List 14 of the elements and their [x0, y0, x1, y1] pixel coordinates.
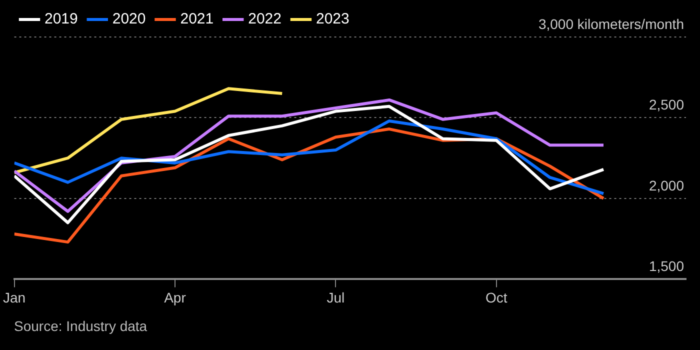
x-tick-label: Apr: [164, 289, 186, 306]
x-tick-label: Oct: [485, 289, 508, 306]
legend-label: 2023: [316, 10, 350, 28]
y-tick-label: 3,000 kilometers/month: [538, 16, 684, 32]
legend-label: 2019: [44, 10, 78, 28]
y-tick-label: 2,500: [648, 96, 684, 113]
y-tick-label: 2,000: [648, 177, 684, 194]
x-tick-label: Jul: [326, 289, 345, 306]
source-note: Source: Industry data: [14, 318, 148, 334]
x-tick-label: Jan: [2, 289, 26, 306]
y-tick-label: 1,500: [648, 258, 684, 274]
legend-label: 2021: [180, 10, 214, 28]
legend-label: 2022: [248, 10, 282, 28]
legend-label: 2020: [112, 10, 146, 28]
